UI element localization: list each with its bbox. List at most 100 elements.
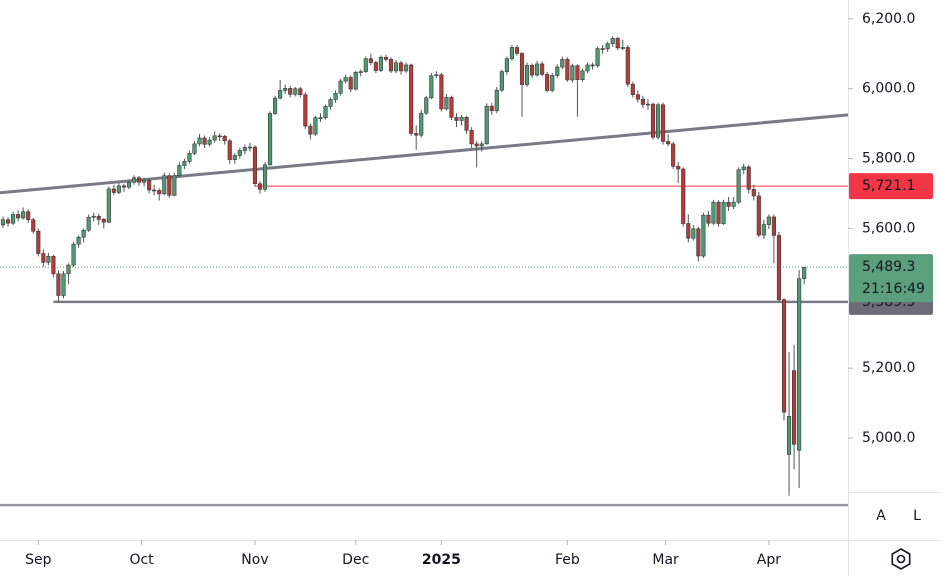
axes: 5,000.0 5,200.0 5,600.0 5,800.0 6,000.0 6,200… [25,11,933,568]
candle-body [207,139,212,145]
candle-body [474,143,479,147]
settings-icon[interactable] [891,548,911,570]
candle-body [308,125,313,135]
candle-body [489,105,494,112]
last-price-label: 5,489.3 [862,259,915,275]
candle-body [691,228,696,239]
candle-body [51,256,56,275]
candle-body [399,62,404,72]
candle-body [172,175,177,196]
x-tick-label: Feb [555,552,580,568]
candle-body [81,229,86,238]
trend-line [0,113,849,195]
y-tick-label: 5,600.0 [862,220,915,236]
candle-body [71,243,76,266]
candle-body [736,169,741,203]
candle-body [368,58,373,63]
scale-button-label[interactable]: A [876,508,886,524]
candle-body [333,92,338,100]
candle-body [237,150,242,156]
candle-body [570,65,575,81]
candle-body [262,164,268,190]
candle-body [358,71,363,73]
candle-body [152,189,157,192]
candle-body [650,103,656,138]
candle-body [686,223,691,239]
candle-body [197,137,202,145]
candle-body [776,235,782,300]
candle-body [323,106,328,119]
candle-body [756,195,761,236]
candle-body [338,80,343,94]
candle-body [671,143,676,167]
candle-body [524,65,530,85]
candle-body [545,74,550,91]
candle-body [615,38,620,49]
y-tick-label: 6,000.0 [862,81,915,97]
candle-body [792,370,797,445]
candle-body [388,59,394,72]
candle-body [696,228,701,257]
candle-body [610,38,615,44]
candle-body [530,65,535,76]
candle-body [21,211,26,219]
candle-body [257,183,263,190]
candle-body [116,185,121,193]
scale-button[interactable] [868,503,894,529]
candle-body [590,64,595,67]
candle-body [444,97,449,110]
candle-body [701,214,706,257]
candle-body [111,188,116,193]
candle-body [131,177,137,183]
candle-body [187,153,192,162]
candle-body [726,201,731,207]
candle-body [157,190,162,195]
candle-body [96,215,101,220]
y-tick-label: 6,200.0 [862,11,915,27]
candle-body [91,215,96,218]
candle-body [313,117,318,135]
plot-area [0,36,849,507]
x-tick-label: Dec [342,552,369,568]
price-label-box [849,173,933,200]
candle-body [786,416,792,455]
candle-body [550,75,555,91]
candle-body [645,103,651,106]
candle-body [519,53,525,85]
scale-button-label[interactable]: L [913,508,921,524]
candle-body [630,83,635,95]
candle-body [540,63,545,75]
candle-body [514,47,520,54]
candle-body [731,201,736,207]
candle-body [555,66,560,76]
candle-body [16,214,21,219]
candle-body [484,105,489,145]
candle-body [635,94,640,100]
candle-body [781,299,787,413]
scale-button[interactable] [904,503,930,529]
candle-body [101,219,106,223]
candle-body [625,47,630,85]
candle-body [303,94,308,127]
candle-body [383,56,389,60]
candle-body [560,59,565,68]
x-tick-label: Sep [25,552,52,568]
candle-body [454,117,459,121]
last-price-box [849,254,933,303]
candle-body [162,175,167,195]
candle-body [247,146,252,149]
candle-body [11,214,16,224]
candle-body [242,147,247,151]
candle-body [177,165,182,176]
candle-body [76,236,81,245]
candle-body [509,47,514,59]
candle-body [393,62,399,72]
candle-body [439,74,444,110]
candle-body [414,133,419,136]
candle-body [5,219,11,224]
candle-body [106,188,111,223]
candle-body [706,214,711,224]
candle-body [585,64,590,72]
candle-body [66,264,71,275]
